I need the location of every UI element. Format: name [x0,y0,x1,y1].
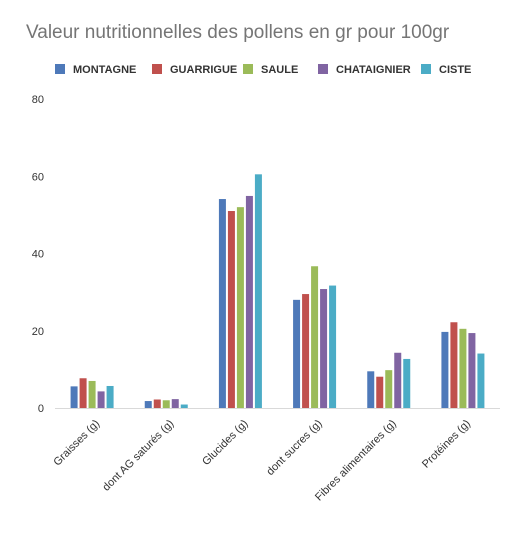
y-tick-label: 40 [32,249,44,261]
bar-guarrigue-5 [450,322,458,408]
legend-label-ciste: CISTE [439,64,471,76]
bar-chataignier-5 [468,333,476,408]
bar-ciste-1 [180,404,188,408]
legend-label-chataignier: CHATAIGNIER [336,64,411,76]
bar-ciste-0 [106,385,114,408]
bar-montagne-1 [144,401,152,408]
bar-ciste-3 [329,285,337,408]
y-tick-label: 0 [38,403,44,415]
bar-saule-1 [162,400,170,408]
legend: MONTAGNE GUARRIGUE SAULE CHATAIGNIER CISTE [55,64,471,76]
bar-chataignier-0 [97,391,105,408]
bar-guarrigue-2 [227,211,235,408]
legend-label-guarrigue: GUARRIGUE [170,64,237,76]
bar-montagne-4 [367,371,375,408]
bar-chataignier-3 [320,289,328,408]
x-tick-label: Fibres alimentaires (g) [313,418,399,504]
legend-label-montagne: MONTAGNE [73,64,136,76]
bar-chataignier-2 [245,195,253,408]
y-axis: 0 20 40 60 80 [32,94,500,415]
bar-ciste-2 [254,174,262,408]
legend-swatch-ciste [421,64,431,74]
x-tick-label: Graisses (g) [51,418,102,469]
x-tick-label: dont AG saturés (g) [100,418,176,494]
bar-montagne-0 [70,386,78,408]
x-tick-label: Protéines (g) [420,418,473,471]
bar-ciste-4 [403,358,411,408]
bar-saule-5 [459,328,467,408]
legend-swatch-chataignier [318,64,328,74]
y-tick-label: 20 [32,326,44,338]
bar-guarrigue-0 [79,378,87,408]
bar-montagne-5 [441,331,449,408]
x-axis: Graisses (g)dont AG saturés (g) Glucides … [51,418,473,504]
bar-saule-4 [385,370,393,408]
bar-montagne-3 [293,299,301,408]
x-tick-label: dont sucres (g) [264,418,324,478]
bar-guarrigue-4 [376,376,384,408]
bars [70,174,485,408]
legend-swatch-montagne [55,64,65,74]
legend-swatch-guarrigue [152,64,162,74]
bar-chataignier-4 [394,352,402,408]
bar-ciste-5 [477,353,485,408]
y-tick-label: 60 [32,171,44,183]
bar-chataignier-1 [171,399,179,408]
y-tick-label: 80 [32,94,44,106]
bar-montagne-2 [218,199,226,408]
legend-label-saule: SAULE [261,64,298,76]
bar-saule-2 [236,207,244,408]
bar-guarrigue-1 [153,399,161,408]
bar-saule-3 [311,266,319,408]
bar-guarrigue-3 [302,294,310,408]
legend-swatch-saule [243,64,253,74]
bar-saule-0 [88,380,96,408]
x-tick-label: Glucides (g) [200,418,250,468]
chart-title: Valeur nutritionnelles des pollens en gr… [26,22,450,43]
